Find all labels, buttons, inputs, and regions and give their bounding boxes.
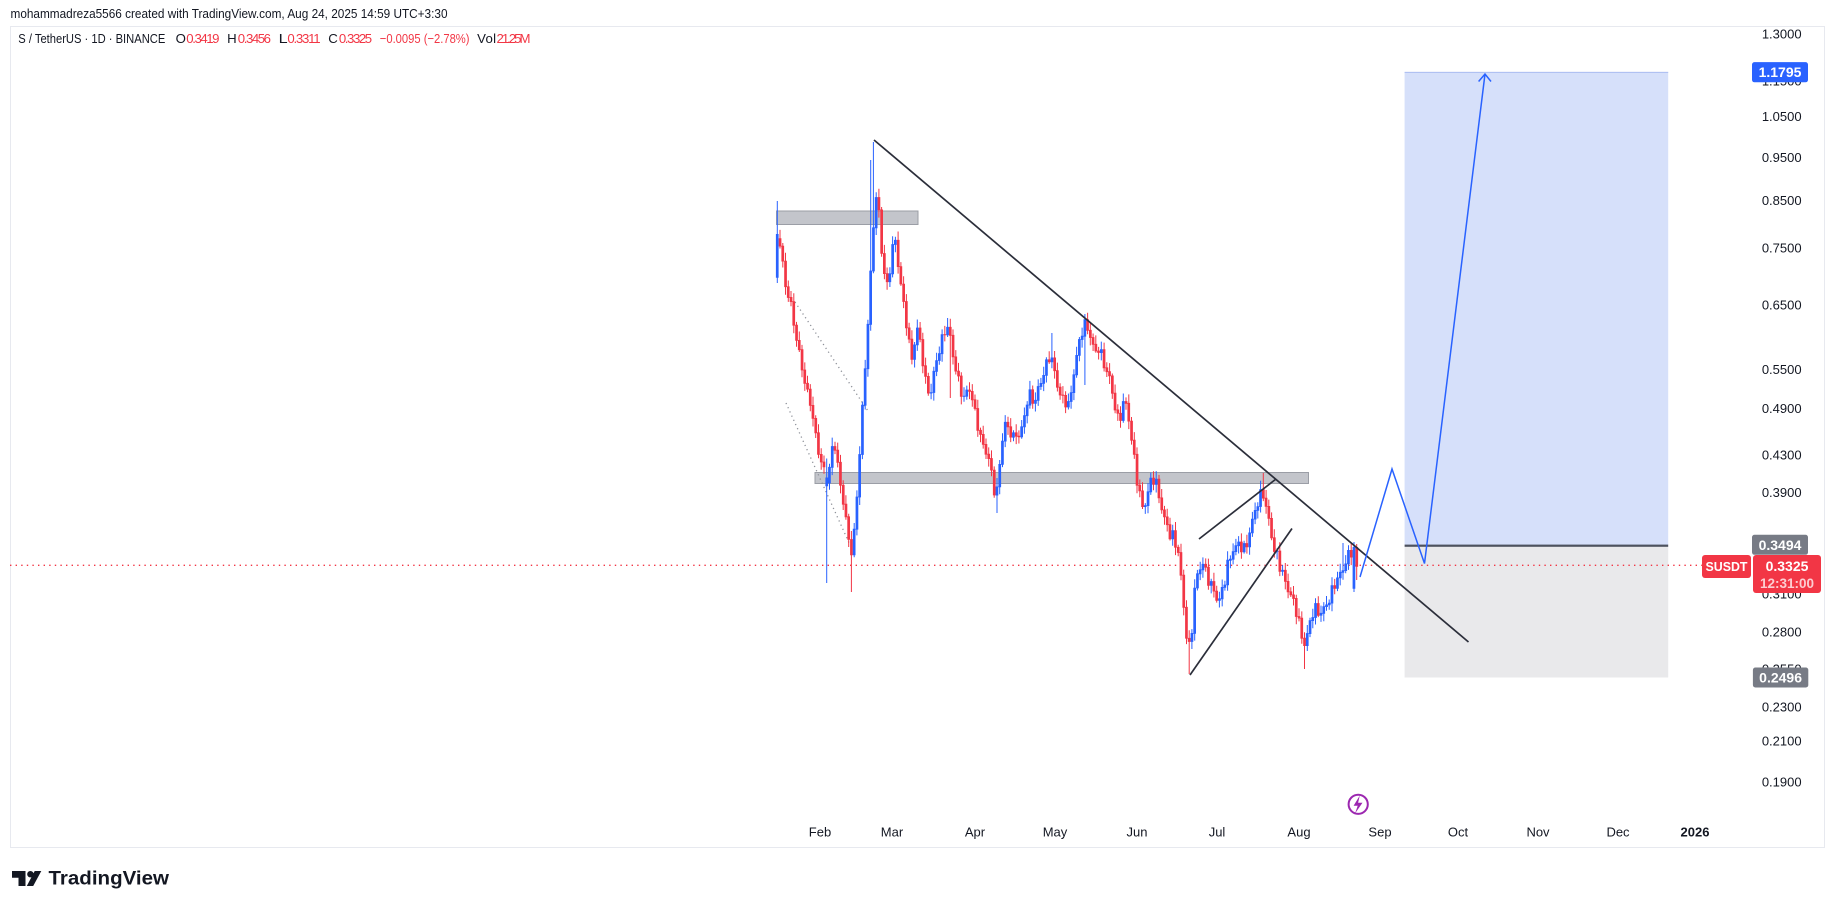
svg-text:1.0500: 1.0500 — [1762, 109, 1802, 124]
svg-text:S / TetherUS · 1D · BINANCE O0: S / TetherUS · 1D · BINANCE O0.3419 H0.3… — [18, 31, 530, 46]
svg-text:0.4300: 0.4300 — [1762, 448, 1802, 463]
svg-text:May: May — [1043, 825, 1068, 840]
svg-text:Sep: Sep — [1368, 825, 1391, 840]
svg-text:TradingView: TradingView — [49, 868, 170, 890]
svg-text:0.3900: 0.3900 — [1762, 485, 1802, 500]
svg-text:0.1900: 0.1900 — [1762, 775, 1802, 790]
svg-text:0.4900: 0.4900 — [1762, 401, 1802, 416]
svg-text:Mar: Mar — [881, 825, 904, 840]
svg-text:mohammadreza5566 created with: mohammadreza5566 created with TradingVie… — [11, 6, 448, 21]
svg-text:0.9500: 0.9500 — [1762, 150, 1802, 165]
svg-text:2026: 2026 — [1681, 825, 1710, 840]
svg-text:0.3325: 0.3325 — [1766, 558, 1809, 574]
svg-text:0.2100: 0.2100 — [1762, 734, 1802, 749]
svg-text:0.2496: 0.2496 — [1759, 670, 1802, 686]
svg-text:Apr: Apr — [965, 825, 986, 840]
svg-text:1.1795: 1.1795 — [1759, 64, 1802, 80]
svg-text:0.3494: 0.3494 — [1759, 537, 1802, 553]
svg-text:Oct: Oct — [1448, 825, 1469, 840]
svg-text:0.6500: 0.6500 — [1762, 298, 1802, 313]
svg-text:1.3000: 1.3000 — [1762, 27, 1802, 42]
svg-text:Jun: Jun — [1127, 825, 1148, 840]
svg-text:Feb: Feb — [809, 825, 831, 840]
svg-text:0.2300: 0.2300 — [1762, 700, 1802, 715]
svg-text:Jul: Jul — [1209, 825, 1226, 840]
svg-text:SUSDT: SUSDT — [1706, 560, 1748, 574]
svg-text:0.5500: 0.5500 — [1762, 362, 1802, 377]
svg-text:0.7500: 0.7500 — [1762, 240, 1802, 255]
svg-text:12:31:00: 12:31:00 — [1760, 576, 1814, 591]
svg-text:0.2800: 0.2800 — [1762, 624, 1802, 639]
svg-text:Nov: Nov — [1526, 825, 1550, 840]
svg-text:Aug: Aug — [1287, 825, 1310, 840]
svg-text:Dec: Dec — [1606, 825, 1630, 840]
svg-text:0.8500: 0.8500 — [1762, 193, 1802, 208]
